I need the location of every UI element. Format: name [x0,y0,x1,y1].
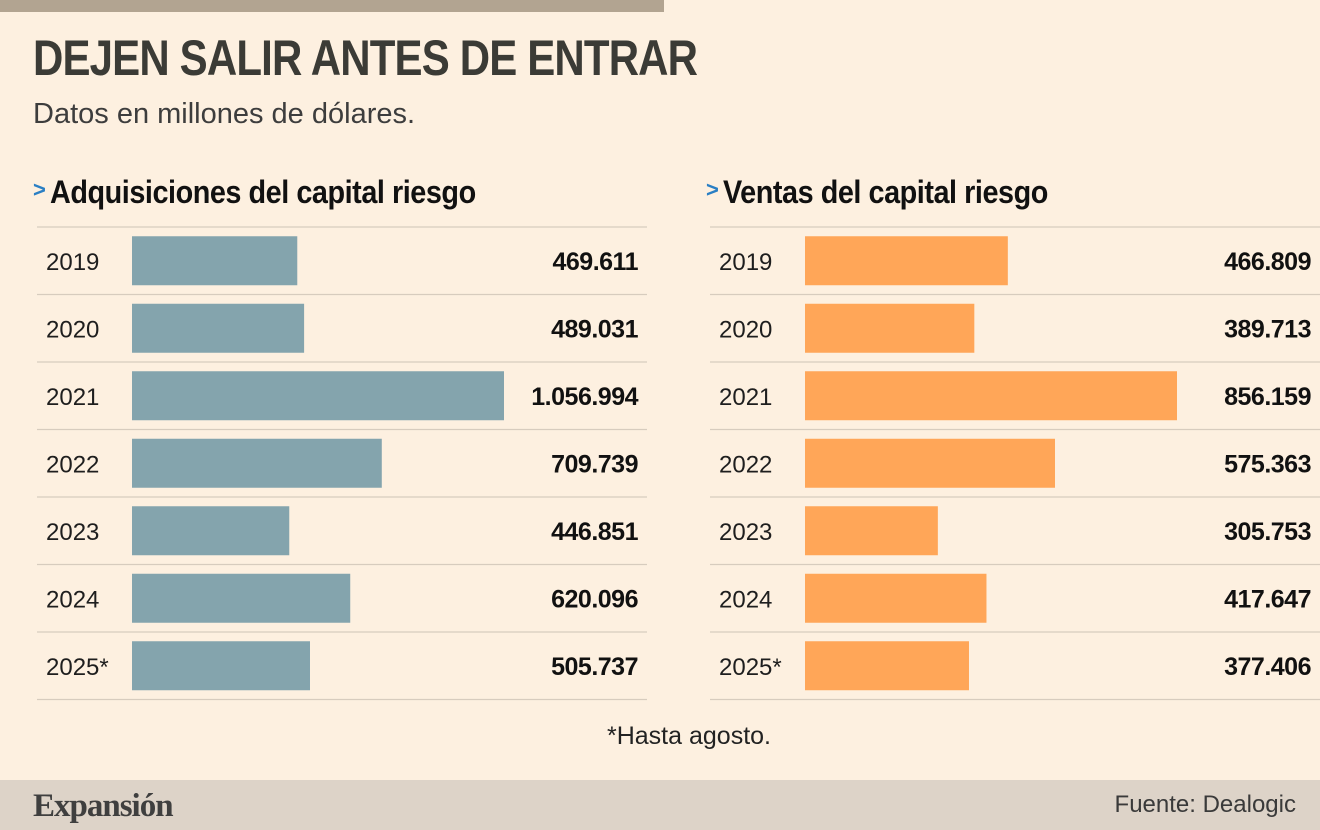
bar-2022 [805,438,1055,488]
year-label: 2021 [46,384,99,411]
footnote: *Hasta agosto. [607,722,771,750]
year-label: 2020 [46,316,99,343]
year-label: 2019 [719,249,772,276]
footer-bar: Expansión Fuente: Dealogic [0,780,1320,830]
bar-2019 [132,236,298,286]
bar-2020 [132,303,305,353]
panel-title-adquisiciones: > Adquisiciones del capital riesgo [33,170,523,210]
year-label: 2025* [46,654,109,681]
bar-2022 [132,438,382,488]
chevron-right-icon: > [706,177,719,202]
bar-2019 [805,236,1008,286]
value-label: 389.713 [1224,315,1311,343]
year-label: 2023 [719,519,772,546]
year-label: 2024 [719,586,772,613]
panel-title-ventas-text: Ventas del capital riesgo [723,174,1049,210]
year-label: 2020 [719,316,772,343]
year-label: 2022 [46,451,99,478]
bar-2021 [132,371,504,421]
value-label: 466.809 [1224,248,1311,276]
bar-2025 [805,641,969,691]
value-label: 709.739 [551,450,638,478]
bar-2023 [132,506,290,556]
chart-adquisiciones: 2019 469.611 2020 489.031 2021 1.056.994 2022 7… [37,226,647,701]
bar-2020 [805,303,975,353]
panel-title-adquisiciones-text: Adquisiciones del capital riesgo [50,174,477,210]
value-label: 489.031 [551,315,638,343]
year-label: 2023 [46,519,99,546]
brand-logo: Expansión [33,788,174,824]
panel-title-ventas: > Ventas del capital riesgo [706,170,1084,210]
year-label: 2019 [46,249,99,276]
source-label: Fuente: Dealogic [1114,791,1296,818]
value-label: 505.737 [551,653,638,681]
bar-2021 [805,371,1177,421]
value-label: 575.363 [1224,450,1311,478]
bar-2024 [132,573,351,623]
chevron-right-icon: > [33,177,46,202]
year-label: 2024 [46,586,99,613]
chart-subtitle: Datos en millones de dólares. [33,98,416,130]
top-accent-bar [0,0,664,12]
year-label: 2021 [719,384,772,411]
bar-2024 [805,573,987,623]
value-label: 305.753 [1224,518,1311,546]
year-label: 2025* [719,654,782,681]
value-label: 469.611 [553,248,639,276]
value-label: 1.056.994 [531,383,638,411]
bar-2023 [805,506,938,556]
value-label: 446.851 [551,518,638,546]
chart-title: DEJEN SALIR ANTES DE ENTRAR [33,30,698,86]
bar-2025 [132,641,310,691]
value-label: 620.096 [551,585,638,613]
chart-ventas: 2019 466.809 2020 389.713 2021 856.159 2022 575… [710,226,1320,701]
value-label: 856.159 [1224,383,1311,411]
value-label: 417.647 [1224,585,1311,613]
year-label: 2022 [719,451,772,478]
value-label: 377.406 [1224,653,1311,681]
